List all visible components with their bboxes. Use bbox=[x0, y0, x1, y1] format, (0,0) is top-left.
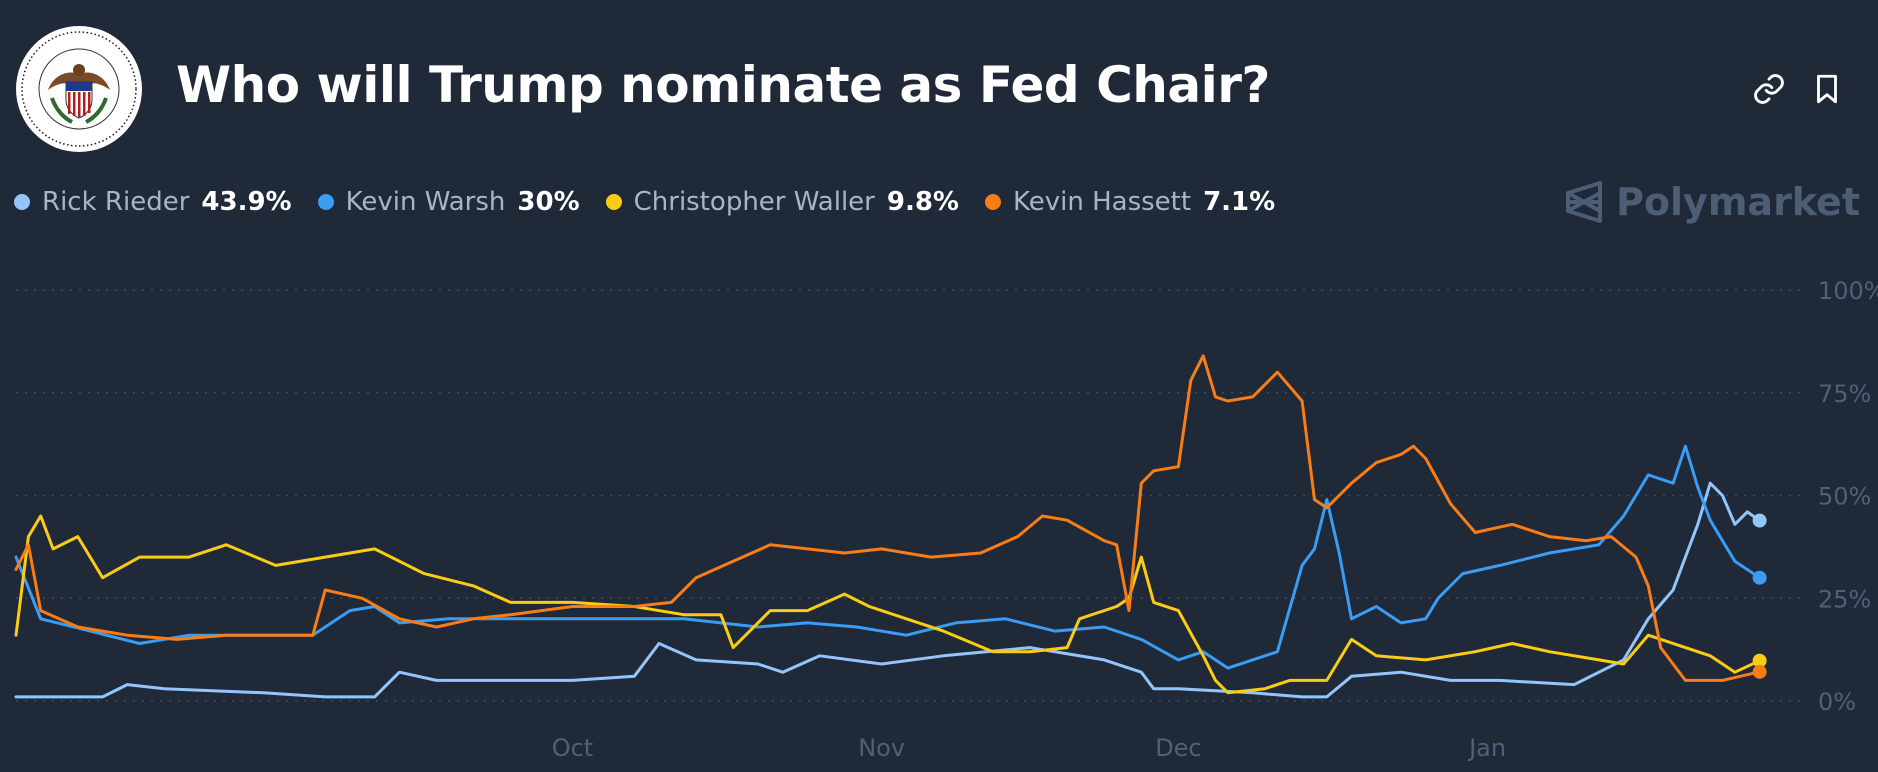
link-icon[interactable] bbox=[1752, 72, 1786, 106]
legend-value: 30% bbox=[517, 187, 580, 217]
series-endpoint-kevin-warsh[interactable] bbox=[1752, 570, 1767, 585]
series-line-christopher-waller[interactable] bbox=[14, 514, 1762, 695]
series-endpoint-christopher-waller[interactable] bbox=[1752, 653, 1767, 668]
legend-item-rick-rieder[interactable]: Rick Rieder 43.9% bbox=[14, 187, 292, 217]
legend-item-christopher-waller[interactable]: Christopher Waller 9.8% bbox=[605, 187, 959, 217]
legend-name: Kevin Hassett bbox=[1012, 187, 1192, 217]
y-tick-label: 50% bbox=[1818, 483, 1871, 511]
x-tick-label: Nov bbox=[858, 734, 905, 762]
legend-dot bbox=[317, 194, 334, 210]
x-tick-label: Dec bbox=[1155, 734, 1201, 762]
series-layer bbox=[14, 354, 1767, 699]
y-tick-label: 0% bbox=[1818, 688, 1856, 716]
legend-value: 9.8% bbox=[886, 187, 959, 217]
legend-dot bbox=[605, 194, 622, 210]
series-line-kevin-hassett[interactable] bbox=[14, 354, 1762, 682]
legend-value: 7.1% bbox=[1203, 187, 1276, 217]
legend-dot bbox=[14, 194, 30, 210]
x-tick-label: Oct bbox=[552, 734, 594, 762]
series-endpoint-rick-rieder[interactable] bbox=[1752, 513, 1767, 528]
series-line-kevin-warsh[interactable] bbox=[14, 444, 1762, 670]
y-tick-label: 100% bbox=[1818, 277, 1878, 305]
legend-value: 43.9% bbox=[201, 187, 292, 217]
y-tick-label: 75% bbox=[1818, 380, 1871, 408]
page-title: Who will Trump nominate as Fed Chair? bbox=[176, 56, 1270, 114]
legend-item-kevin-hassett[interactable]: Kevin Hassett 7.1% bbox=[984, 187, 1276, 217]
chart-legend: Rick Rieder 43.9% Kevin Warsh 30% Christ… bbox=[14, 184, 1275, 220]
legend-item-kevin-warsh[interactable]: Kevin Warsh 30% bbox=[317, 187, 580, 217]
series-line-rick-rieder[interactable] bbox=[14, 481, 1762, 699]
polymarket-logo-icon bbox=[1566, 181, 1603, 223]
y-tick-label: 25% bbox=[1818, 585, 1871, 613]
axis-layer: 100% 75% 50% 25% 0% Oct Nov Dec Jan bbox=[552, 277, 1878, 762]
polymarket-brand[interactable]: Polymarket bbox=[1564, 176, 1860, 228]
legend-dot bbox=[984, 194, 1001, 210]
bookmark-icon[interactable] bbox=[1810, 72, 1844, 106]
grid-layer bbox=[16, 289, 1806, 702]
line-chart: 100% 75% 50% 25% 0% Oct Nov Dec Jan bbox=[14, 277, 1878, 762]
chart-header: Who will Trump nominate as Fed Chair? bbox=[0, 0, 1878, 180]
federal-reserve-seal-icon bbox=[16, 26, 142, 152]
legend-name: Rick Rieder bbox=[42, 187, 190, 217]
legend-name: Christopher Waller bbox=[633, 187, 875, 217]
legend-name: Kevin Warsh bbox=[345, 187, 506, 217]
brand-name: Polymarket bbox=[1616, 180, 1860, 224]
x-tick-label: Jan bbox=[1467, 734, 1506, 762]
series-endpoint-kevin-hassett[interactable] bbox=[1752, 664, 1767, 679]
